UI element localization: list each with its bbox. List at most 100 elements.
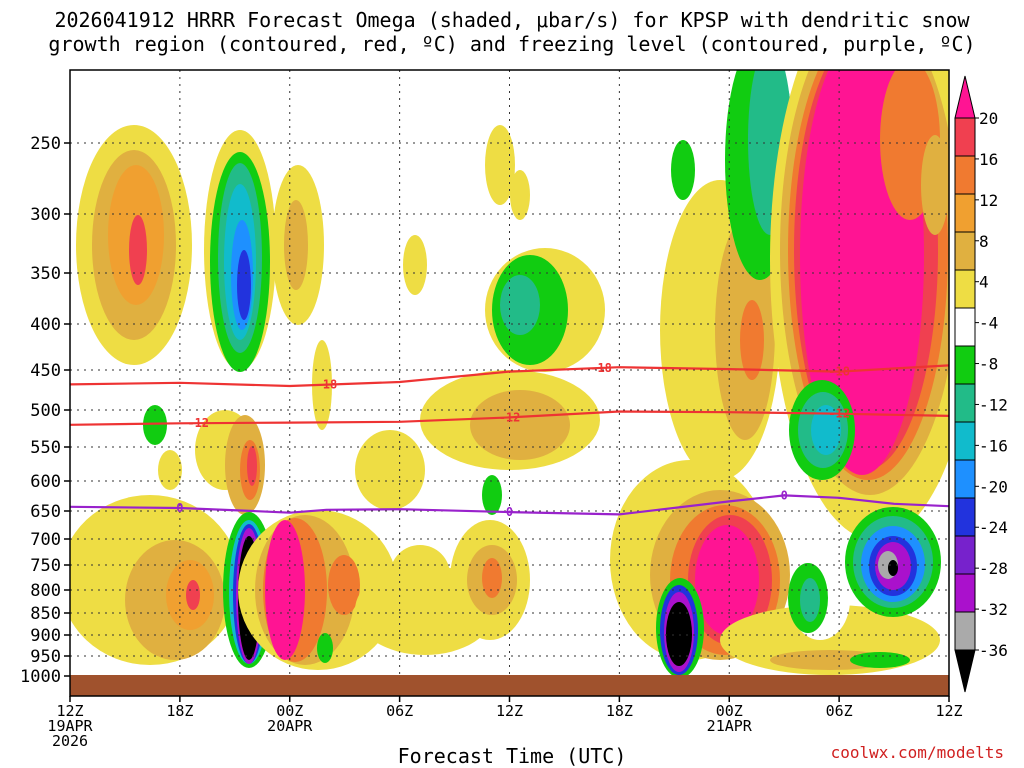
omega-cell (695, 525, 759, 635)
omega-cell (482, 475, 502, 515)
omega-shading (70, 70, 949, 678)
colorbar-label: -16 (979, 436, 1008, 455)
omega-cell (800, 578, 820, 622)
contour-label: 0 (176, 501, 183, 515)
y-tick-label: 350 (30, 264, 61, 284)
omega-cell (500, 275, 540, 335)
contour-line (69, 410, 950, 426)
y-tick-label: 700 (30, 530, 61, 550)
x-tick-label: 18Z (606, 702, 633, 720)
contour-label: 0 (506, 505, 513, 519)
omega-cell (390, 545, 450, 605)
y-tick-label: 750 (30, 556, 61, 576)
x-tick-label: 06Z (826, 702, 853, 720)
contour-lines: -18 -18 -18 -12 -12 -12 0 0 0 (69, 361, 950, 519)
omega-cell (328, 555, 360, 615)
colorbar-label: -36 (979, 641, 1008, 660)
x-axis-title: Forecast Time (UTC) (397, 744, 627, 768)
contour-label: 0 (781, 488, 788, 502)
contour-label: -18 (590, 361, 612, 375)
omega-cell (186, 580, 200, 610)
contour-label: -18 (316, 378, 338, 392)
omega-cell (811, 405, 841, 455)
y-tick-label: 250 (30, 134, 61, 154)
colorbar-segment (954, 307, 976, 347)
colorbar-label: -8 (979, 355, 998, 374)
credit-text: coolwx.com/modelts (830, 743, 1004, 762)
omega-cell (470, 390, 570, 460)
y-tick-label: 600 (30, 472, 61, 492)
contour-label: -18 (828, 365, 850, 379)
colorbar-label: -12 (979, 395, 1008, 414)
contour-line (69, 494, 950, 516)
y-axis: 2503003504004505005506006507007508008509… (20, 134, 70, 687)
colorbar-segment (954, 421, 976, 461)
omega-cell (510, 170, 530, 220)
omega-cell (237, 250, 251, 320)
colorbar-segment (954, 497, 976, 537)
x-tick-label: 18Z (166, 702, 193, 720)
chart-title-line-1: 2026041912 HRRR Forecast Omega (shaded, … (54, 8, 970, 32)
omega-cell (888, 560, 898, 576)
contour-label: -12 (187, 416, 209, 430)
colorbar-segment (954, 117, 976, 157)
x-tick-label: 21APR (707, 717, 753, 735)
colorbar-label: -28 (979, 559, 1008, 578)
x-tick-label: 20APR (267, 717, 313, 735)
colorbar-label: 4 (979, 273, 989, 292)
y-tick-label: 650 (30, 502, 61, 522)
x-tick-label: 12Z (935, 702, 962, 720)
y-tick-label: 950 (30, 647, 61, 667)
chart-title-line-2: growth region (contoured, red, ºC) and f… (48, 32, 976, 56)
omega-cell (317, 633, 333, 663)
y-tick-label: 550 (30, 438, 61, 458)
contour-label: -12 (499, 410, 521, 424)
colorbar: 20 16 12 8 4 -4 -8 -12 -16 -20 -24 -28 -32 -36 (954, 75, 1008, 693)
x-tick-label: 00Z (716, 702, 743, 720)
y-tick-label: 900 (30, 626, 61, 646)
ground-surface (70, 675, 949, 696)
contour-label: -12 (828, 407, 850, 421)
omega-cell (355, 430, 425, 510)
omega-cell (740, 300, 764, 380)
x-tick-label: 12Z (496, 702, 523, 720)
colorbar-label: 8 (979, 232, 989, 251)
colorbar-segment (954, 459, 976, 499)
x-tick-label: 2026 (52, 732, 88, 750)
colorbar-segment (954, 345, 976, 385)
colorbar-bottom-triangle (954, 649, 976, 693)
colorbar-label: 12 (979, 191, 998, 210)
y-tick-label: 400 (30, 315, 61, 335)
colorbar-segment (954, 611, 976, 651)
omega-cell (129, 215, 147, 285)
contour-line (69, 364, 950, 388)
omega-cell (247, 446, 257, 486)
colorbar-label: 16 (979, 150, 998, 169)
colorbar-label: -4 (979, 314, 998, 333)
colorbar-segment (954, 383, 976, 423)
omega-cell (482, 558, 502, 598)
colorbar-top-triangle (954, 75, 976, 119)
colorbar-segment (954, 155, 976, 195)
omega-cell (403, 235, 427, 295)
colorbar-label: -20 (979, 477, 1008, 496)
y-tick-label: 1000 (20, 667, 61, 687)
x-tick-label: 12Z (56, 702, 83, 720)
omega-cell (485, 125, 515, 205)
colorbar-segment (954, 193, 976, 233)
colorbar-segment (954, 269, 976, 309)
y-tick-label: 300 (30, 205, 61, 225)
y-tick-label: 850 (30, 604, 61, 624)
omega-cell (921, 135, 949, 235)
colorbar-label: -24 (979, 518, 1008, 537)
y-tick-label: 450 (30, 361, 61, 381)
omega-cell (666, 602, 692, 666)
omega-cell (158, 450, 182, 490)
x-tick-label: 19APR (47, 717, 93, 735)
omega-cell (143, 405, 167, 445)
colorbar-segment (954, 535, 976, 575)
y-tick-label: 800 (30, 581, 61, 601)
colorbar-label: -32 (979, 600, 1008, 619)
